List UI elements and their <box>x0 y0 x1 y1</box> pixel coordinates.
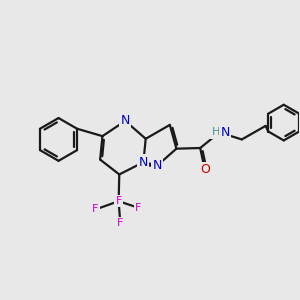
Text: F: F <box>92 204 99 214</box>
Text: N: N <box>220 126 230 139</box>
Text: F: F <box>135 203 142 213</box>
Text: N: N <box>139 156 148 169</box>
Text: F: F <box>116 196 122 206</box>
Text: N: N <box>121 114 130 128</box>
Text: F: F <box>117 218 124 228</box>
Text: O: O <box>200 163 210 176</box>
Text: N: N <box>153 159 162 172</box>
Text: H: H <box>212 128 220 137</box>
